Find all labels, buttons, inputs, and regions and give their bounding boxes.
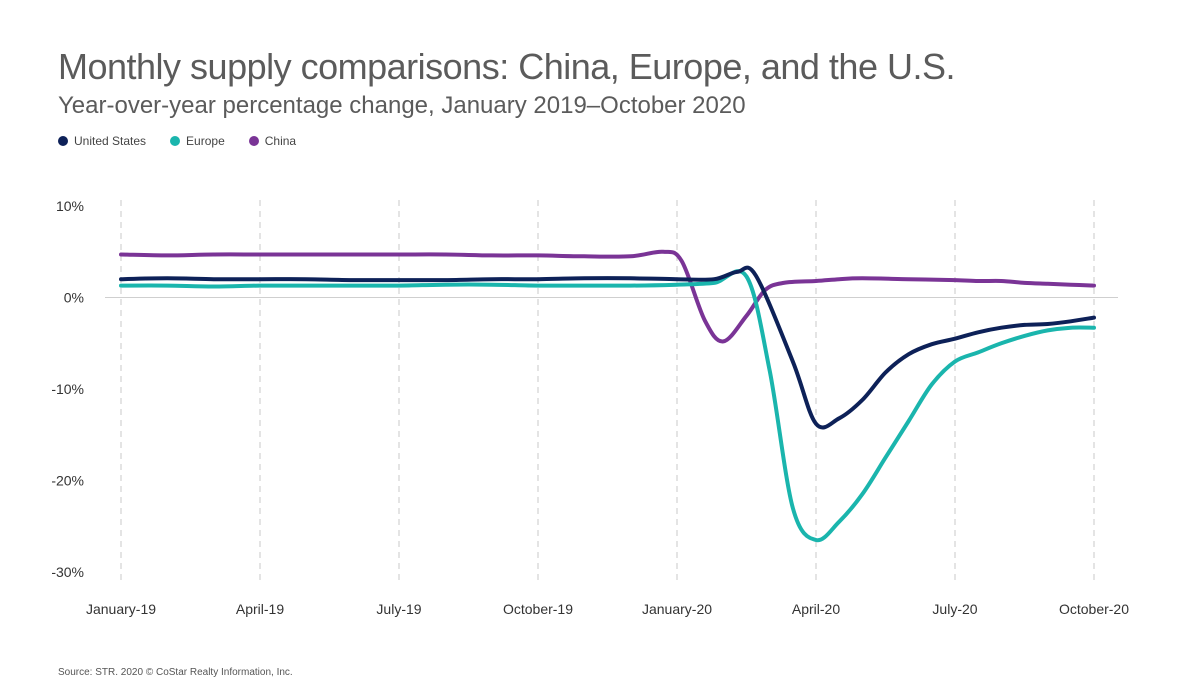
x-tick-label: October-19 [503,601,573,617]
x-tick-label: January-19 [86,601,156,617]
legend-item-china[interactable]: China [248,134,297,148]
legend: United States Europe China [58,134,296,148]
source-note: Source: STR. 2020 © CoStar Realty Inform… [58,667,293,678]
x-tick-label: April-20 [792,601,840,617]
x-tick-label: July-20 [932,601,977,617]
legend-item-united-states[interactable]: United States [58,134,146,148]
legend-swatch-united-states [58,136,68,146]
legend-swatch-europe [170,136,181,146]
x-tick-label: January-20 [642,601,712,617]
y-tick-label: -10% [51,381,84,397]
legend-label-united-states: United States [74,134,147,148]
x-tick-label: July-19 [376,601,421,617]
series-line-united-states [119,265,1096,430]
legend-label-china: China [264,134,297,148]
y-tick-label: 10% [56,198,84,214]
x-tick-label: October-20 [1059,601,1129,617]
chart-subtitle: Year-over-year percentage change, Januar… [58,92,746,119]
y-tick-label: -20% [51,473,84,489]
chart-title: Monthly supply comparisons: China, Europ… [58,46,956,87]
y-tick-label: 0% [64,290,84,306]
legend-item-europe[interactable]: Europe [170,134,225,148]
series-line-china [119,249,1096,344]
y-tick-label: -30% [51,564,84,580]
series-line-europe [119,269,1096,543]
x-tick-label: April-19 [236,601,284,617]
legend-label-europe: Europe [186,134,225,148]
legend-swatch-china [248,136,259,146]
